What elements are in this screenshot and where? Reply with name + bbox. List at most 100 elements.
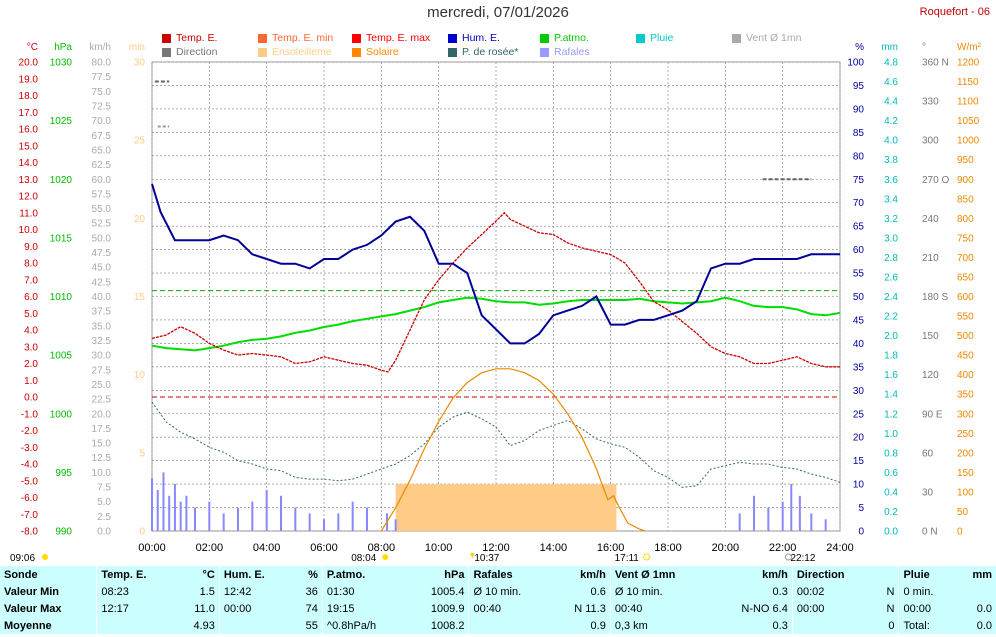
rain-axis-tick: 2.6 — [884, 272, 898, 283]
rain-axis-tick: 2.8 — [884, 253, 898, 264]
stats-row-avg: Moyenne 4.93 55 ^0.8hPa/h 1008.2 0.9 0,3… — [0, 617, 996, 634]
legend-item: Vent Ø 1mn — [732, 32, 801, 44]
stats-header-hum: Hum. E. — [218, 566, 292, 583]
moonset-icon — [784, 553, 792, 561]
station-name: Roquefort - 06 — [919, 6, 990, 18]
temp-axis-tick: -1.0 — [21, 409, 39, 420]
wind-axis-tick: 47.5 — [92, 248, 112, 259]
hum-axis-tick: 40 — [853, 339, 865, 350]
wind-axis-tick: 10.0 — [92, 468, 112, 479]
temp-axis-tick: -7.0 — [21, 510, 39, 521]
legend-label: Pluie — [650, 32, 674, 44]
time-tick: 20:00 — [712, 542, 740, 554]
hum-axis-tick: 75 — [853, 175, 865, 186]
time-tick: 06:00 — [310, 542, 338, 554]
hum-axis-tick: 95 — [853, 81, 865, 92]
gust-bar — [337, 513, 340, 531]
gust-bar — [251, 501, 254, 531]
stats-cell: 1005.4 — [430, 585, 465, 598]
stats-header-hum-unit: % — [308, 568, 318, 581]
gust-bar — [185, 495, 188, 531]
stats-cell: N — [886, 602, 895, 615]
gust-bar — [308, 513, 311, 531]
time-tick: 12:00 — [482, 542, 510, 554]
solar-axis-tick: 750 — [957, 233, 974, 244]
solar-axis-tick: 1150 — [957, 77, 979, 88]
gust-bar — [168, 495, 171, 531]
wind-axis-unit: km/h — [89, 42, 111, 53]
gust-bar — [810, 513, 813, 531]
solar-axis-tick: 850 — [957, 194, 974, 205]
hum-axis-tick: 45 — [853, 315, 865, 326]
stats-cell: 4.93 — [193, 619, 215, 632]
rain-axis-tick: 2.2 — [884, 312, 898, 323]
dir-axis-tick: 300 — [922, 136, 939, 147]
legend-item: Temp. E. — [162, 32, 217, 44]
temp-axis-tick: -8.0 — [21, 527, 39, 538]
wind-axis-tick: 65.0 — [92, 145, 112, 156]
stats-header-gust: Rafales — [468, 566, 552, 583]
legend-item: Solaire — [352, 46, 399, 58]
wind-axis-tick: 12.5 — [92, 453, 112, 464]
stats-cell: 0.3 — [772, 585, 788, 598]
dir-axis-tick: 240 — [922, 214, 939, 225]
hum-axis-tick: 60 — [853, 245, 865, 256]
hum-axis-tick: 50 — [853, 292, 865, 303]
gust-bar — [351, 501, 354, 531]
stats-header-row: Sonde Temp. E. °C Hum. E. % P.atmo. hPa … — [0, 566, 996, 583]
solar-axis-tick: 1050 — [957, 116, 980, 127]
min-axis-tick: 30 — [134, 58, 146, 69]
legend-swatch — [540, 33, 549, 43]
solar-axis-tick: 1100 — [957, 97, 979, 108]
solar-axis-tick: 950 — [957, 155, 974, 166]
wind-axis-tick: 5.0 — [97, 497, 111, 508]
wind-axis-tick: 7.5 — [97, 483, 111, 494]
legend-swatch — [448, 33, 457, 43]
moon-icon — [42, 554, 48, 560]
rain-axis-tick: 3.2 — [884, 214, 898, 225]
weather-chart: °C 20.0 19.0 18.0 17.0 16.0 15.0 14.0 13.0 12.0 11… — [10, 42, 982, 564]
wind-axis-tick: 40.0 — [92, 292, 112, 303]
dir-axis-tick: 210 — [922, 253, 939, 264]
rain-axis-tick: 2.0 — [884, 331, 898, 342]
sunset-label: 17:11 — [615, 553, 640, 564]
gust-bar — [753, 495, 755, 531]
temp-axis-tick: -6.0 — [21, 493, 39, 504]
solar-axis-unit: W/m² — [957, 42, 982, 53]
press-axis-tick: 990 — [55, 527, 72, 538]
wind-axis-tick: 60.0 — [92, 175, 112, 186]
hum-axis-tick: 100 — [847, 58, 864, 69]
legend-item: Temp. E. max — [352, 32, 430, 44]
gust-bar — [798, 495, 801, 531]
temp-axis-tick: 4.0 — [24, 326, 38, 337]
rain-axis-tick: 2.4 — [884, 292, 898, 303]
wind-axis-tick: 57.5 — [92, 189, 112, 200]
stats-cell: 0.0 — [976, 619, 992, 632]
stats-cell: 0.3 — [772, 619, 788, 632]
rain-axis-tick: 1.8 — [884, 351, 898, 362]
time-tick: 02:00 — [196, 542, 224, 554]
stats-cell: 00:40 — [468, 600, 552, 617]
rain-axis-tick: 0.4 — [884, 487, 898, 498]
gust-bar — [179, 501, 182, 531]
rain-axis-tick: 4.6 — [884, 77, 898, 88]
temp-axis-tick: 8.0 — [24, 259, 38, 270]
solar-line — [380, 368, 646, 532]
solar-axis-tick: 700 — [957, 253, 974, 264]
stats-cell — [955, 583, 996, 600]
legend-label: Vent Ø 1mn — [746, 32, 802, 44]
legend-item: P. de rosée* — [448, 46, 518, 58]
time-tick: 00:00 — [138, 542, 166, 554]
hum-axis-tick: 80 — [853, 151, 865, 162]
sunshine-bar — [395, 484, 617, 531]
stats-cell — [218, 617, 292, 634]
wind-axis-tick: 80.0 — [92, 58, 112, 69]
stats-cell: 0 min. — [898, 583, 956, 600]
hum-axis-tick: 25 — [853, 409, 865, 420]
wind-axis-tick: 0.0 — [97, 527, 111, 538]
dir-axis-tick: 180 S — [922, 292, 948, 303]
dir-axis-tick: 30 — [922, 487, 934, 498]
stats-header-gust-unit: km/h — [580, 568, 606, 581]
gust-bar — [151, 478, 153, 531]
legend-swatch — [448, 47, 457, 57]
